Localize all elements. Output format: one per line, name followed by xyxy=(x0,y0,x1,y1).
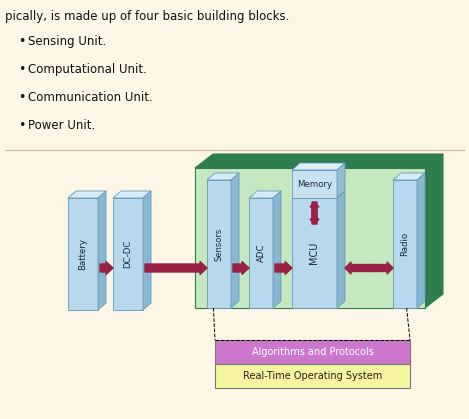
Polygon shape xyxy=(273,191,281,308)
Polygon shape xyxy=(292,170,337,198)
FancyArrow shape xyxy=(145,261,207,274)
FancyArrow shape xyxy=(369,262,393,274)
Polygon shape xyxy=(143,191,151,310)
Text: Computational Unit.: Computational Unit. xyxy=(28,63,147,76)
Text: Battery: Battery xyxy=(78,238,88,270)
FancyArrow shape xyxy=(345,262,369,274)
Text: •: • xyxy=(18,119,25,132)
Polygon shape xyxy=(292,163,345,170)
Polygon shape xyxy=(417,173,425,308)
Polygon shape xyxy=(337,163,345,198)
Polygon shape xyxy=(393,180,417,308)
Polygon shape xyxy=(249,191,281,198)
Text: Sensors: Sensors xyxy=(214,228,224,261)
Polygon shape xyxy=(231,173,239,308)
Polygon shape xyxy=(292,191,345,198)
Polygon shape xyxy=(195,168,425,308)
Polygon shape xyxy=(393,173,425,180)
Polygon shape xyxy=(113,191,151,198)
FancyBboxPatch shape xyxy=(215,340,410,364)
Polygon shape xyxy=(425,154,443,308)
FancyArrow shape xyxy=(233,261,249,274)
Polygon shape xyxy=(249,198,273,308)
Text: •: • xyxy=(18,35,25,48)
Text: Communication Unit.: Communication Unit. xyxy=(28,91,153,104)
Polygon shape xyxy=(68,198,98,310)
Text: ADC: ADC xyxy=(257,244,265,262)
Polygon shape xyxy=(292,198,337,308)
Text: Power Unit.: Power Unit. xyxy=(28,119,95,132)
Text: DC-DC: DC-DC xyxy=(123,240,133,268)
Text: Algorithms and Protocols: Algorithms and Protocols xyxy=(251,347,373,357)
Polygon shape xyxy=(207,180,231,308)
Polygon shape xyxy=(68,191,106,198)
FancyArrow shape xyxy=(100,261,113,274)
FancyArrow shape xyxy=(310,202,319,224)
Text: pically, is made up of four basic building blocks.: pically, is made up of four basic buildi… xyxy=(5,10,289,23)
Text: MCU: MCU xyxy=(310,242,319,264)
FancyArrow shape xyxy=(310,202,319,224)
Text: •: • xyxy=(18,91,25,104)
Text: Memory: Memory xyxy=(297,179,332,189)
Text: Real-Time Operating System: Real-Time Operating System xyxy=(243,371,382,381)
FancyArrow shape xyxy=(275,261,292,274)
Polygon shape xyxy=(337,191,345,308)
Text: •: • xyxy=(18,63,25,76)
Text: Sensing Unit.: Sensing Unit. xyxy=(28,35,106,48)
Polygon shape xyxy=(207,173,239,180)
Polygon shape xyxy=(195,154,443,168)
Polygon shape xyxy=(113,198,143,310)
FancyBboxPatch shape xyxy=(215,364,410,388)
Polygon shape xyxy=(98,191,106,310)
Text: Radio: Radio xyxy=(401,232,409,256)
